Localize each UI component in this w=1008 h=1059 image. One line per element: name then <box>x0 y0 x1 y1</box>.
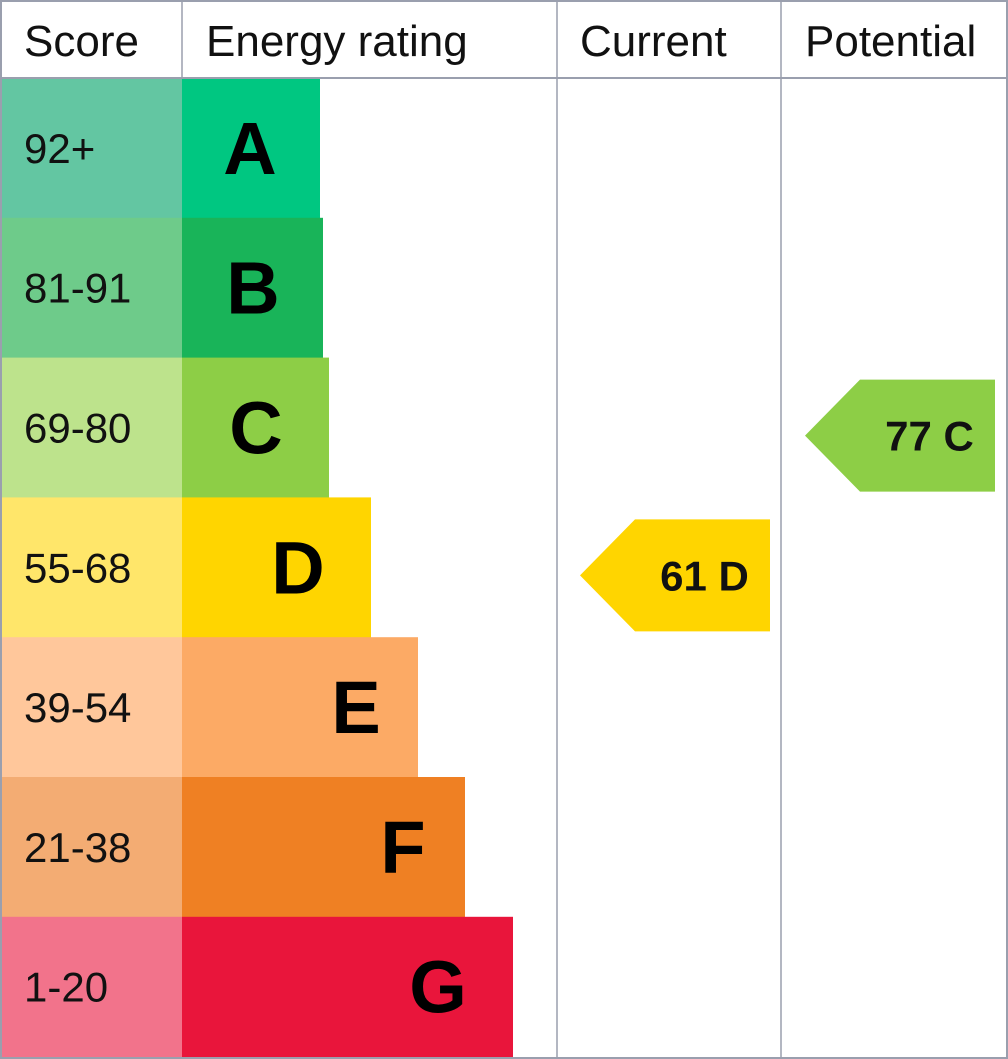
current-rating-label: 61 D <box>660 552 749 599</box>
rating-bar-g <box>182 916 513 1058</box>
rating-bar-e <box>182 637 418 778</box>
rating-markers: 61 D 77 C <box>580 379 995 632</box>
score-cell-a <box>2 78 182 219</box>
rating-bar-a <box>182 78 320 219</box>
potential-rating-arrow <box>805 379 995 492</box>
score-cell-g <box>2 916 182 1058</box>
rating-letter-f: F <box>380 806 425 889</box>
rating-bar-b <box>182 217 323 359</box>
header-energy-rating: Energy rating <box>206 17 468 66</box>
score-cell-c <box>2 357 182 498</box>
header-score: Score <box>24 17 139 66</box>
potential-rating-label: 77 C <box>885 413 974 460</box>
rating-letter-g: G <box>409 946 467 1029</box>
score-range-b: 81-91 <box>24 265 131 312</box>
current-rating-arrow <box>580 519 770 632</box>
rating-bar-f <box>182 777 465 918</box>
score-range-f: 21-38 <box>24 824 131 871</box>
rating-bar-d <box>182 497 371 638</box>
score-cell-e <box>2 637 182 778</box>
rating-bar-c <box>182 357 329 498</box>
header-current: Current <box>580 17 727 66</box>
score-range-a: 92+ <box>24 125 95 172</box>
rating-letter-d: D <box>271 526 324 609</box>
header-potential: Potential <box>805 17 976 66</box>
score-cell-d <box>2 497 182 638</box>
rating-letter-b: B <box>226 247 279 330</box>
rating-letter-c: C <box>229 387 282 470</box>
score-cell-f <box>2 777 182 918</box>
score-range-c: 69-80 <box>24 405 131 452</box>
score-cell-b <box>2 217 182 359</box>
rating-letter-e: E <box>331 666 380 749</box>
rating-bands: 92+ A 81-91 B 69-80 C 55-68 D 39-54 E 21-38 F 1-20 G <box>2 78 513 1058</box>
rating-letter-a: A <box>223 107 276 190</box>
score-range-g: 1-20 <box>24 964 108 1011</box>
score-range-e: 39-54 <box>24 684 131 731</box>
score-range-d: 55-68 <box>24 544 131 591</box>
